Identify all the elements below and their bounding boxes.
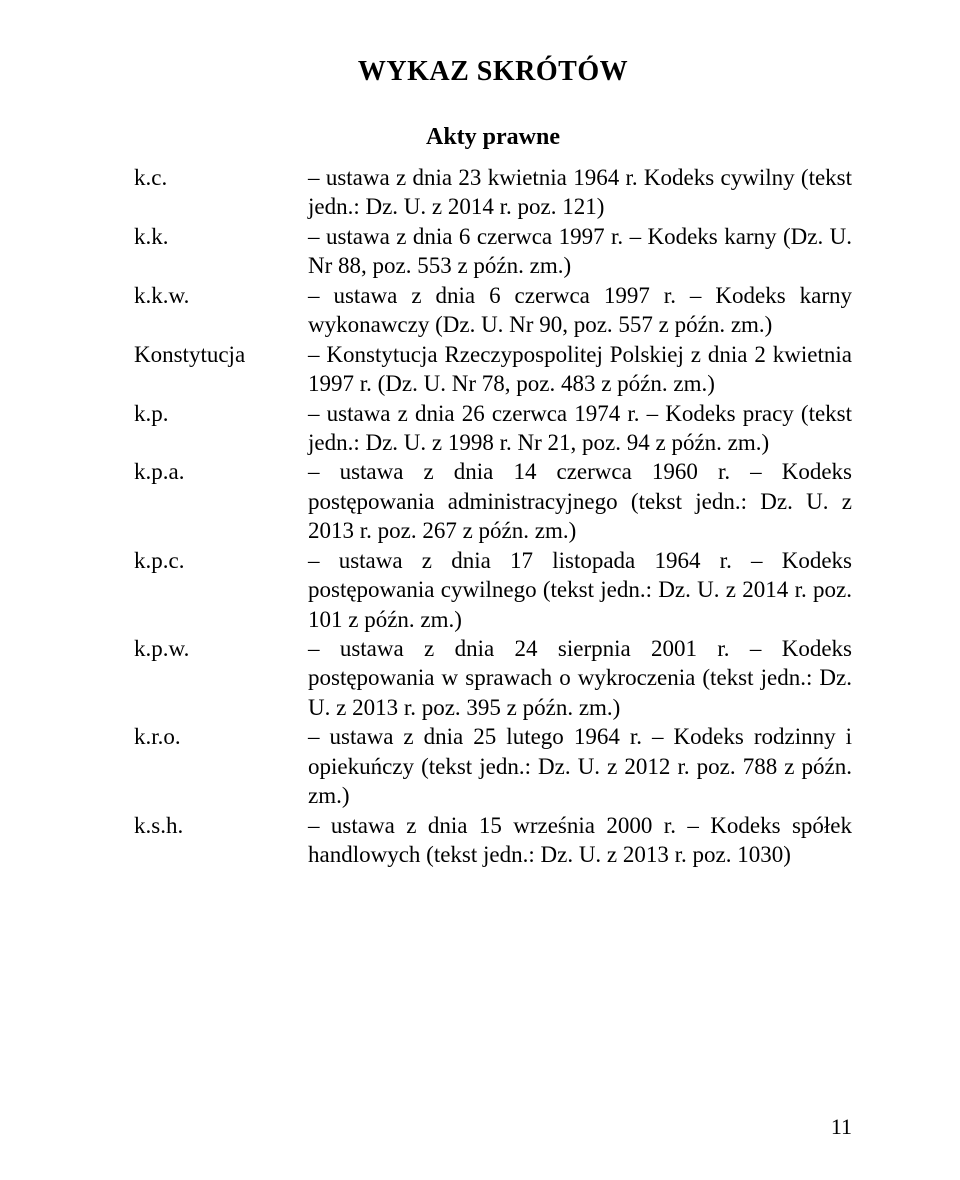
- abbr-definition: – ustawa z dnia 24 sierpnia 2001 r. – Ko…: [308, 634, 852, 722]
- abbr-definition: – ustawa z dnia 17 listopada 1964 r. – K…: [308, 546, 852, 634]
- abbr-definition: – ustawa z dnia 14 czerwca 1960 r. – Kod…: [308, 457, 852, 545]
- dash-icon: –: [308, 342, 326, 367]
- abbr-term: Konstytucja: [134, 340, 308, 369]
- definition-text: ustawa z dnia 15 września 2000 r. – Kode…: [308, 813, 852, 867]
- list-item: k.p.c. – ustawa z dnia 17 listopada 1964…: [134, 546, 852, 634]
- dash-icon: –: [308, 459, 340, 484]
- list-item: k.p.w. – ustawa z dnia 24 sierpnia 2001 …: [134, 634, 852, 722]
- dash-icon: –: [308, 548, 339, 573]
- abbr-term: k.p.w.: [134, 634, 308, 663]
- definition-text: ustawa z dnia 6 czerwca 1997 r. – Kodeks…: [308, 283, 852, 337]
- page-number: 11: [831, 1114, 852, 1140]
- section-subtitle: Akty prawne: [134, 124, 852, 151]
- definition-text: ustawa z dnia 26 czerwca 1974 r. – Kodek…: [308, 401, 852, 455]
- abbr-definition: – ustawa z dnia 25 lutego 1964 r. – Kode…: [308, 722, 852, 810]
- list-item: k.k.w. – ustawa z dnia 6 czerwca 1997 r.…: [134, 281, 852, 340]
- abbr-term: k.p.c.: [134, 546, 308, 575]
- list-item: k.c. – ustawa z dnia 23 kwietnia 1964 r.…: [134, 163, 852, 222]
- list-item: k.k. – ustawa z dnia 6 czerwca 1997 r. –…: [134, 222, 852, 281]
- definition-text: ustawa z dnia 24 sierpnia 2001 r. – Kode…: [308, 636, 852, 720]
- list-item: k.s.h. – ustawa z dnia 15 września 2000 …: [134, 811, 852, 870]
- page-title: WYKAZ SKRÓTÓW: [134, 56, 852, 88]
- list-item: k.p. – ustawa z dnia 26 czerwca 1974 r. …: [134, 399, 852, 458]
- dash-icon: –: [308, 224, 326, 249]
- abbr-definition: – ustawa z dnia 23 kwietnia 1964 r. Kode…: [308, 163, 852, 222]
- page: WYKAZ SKRÓTÓW Akty prawne k.c. – ustawa …: [0, 0, 960, 1180]
- dash-icon: –: [308, 401, 327, 426]
- abbr-term: k.k.w.: [134, 281, 308, 310]
- abbr-definition: – ustawa z dnia 6 czerwca 1997 r. – Kode…: [308, 222, 852, 281]
- dash-icon: –: [308, 636, 340, 661]
- list-item: k.r.o. – ustawa z dnia 25 lutego 1964 r.…: [134, 722, 852, 810]
- abbr-term: k.p.a.: [134, 457, 308, 486]
- definition-text: ustawa z dnia 14 czerwca 1960 r. – Kodek…: [308, 459, 852, 543]
- abbr-term: k.r.o.: [134, 722, 308, 751]
- abbr-term: k.s.h.: [134, 811, 308, 840]
- abbr-term: k.c.: [134, 163, 308, 192]
- list-item: k.p.a. – ustawa z dnia 14 czerwca 1960 r…: [134, 457, 852, 545]
- abbr-definition: – ustawa z dnia 6 czerwca 1997 r. – Kode…: [308, 281, 852, 340]
- definition-text: ustawa z dnia 23 kwietnia 1964 r. Kodeks…: [308, 165, 852, 219]
- definition-text: ustawa z dnia 6 czerwca 1997 r. – Kodeks…: [308, 224, 852, 278]
- dash-icon: –: [308, 724, 330, 749]
- abbr-term: k.p.: [134, 399, 308, 428]
- definition-text: ustawa z dnia 25 lutego 1964 r. – Kodeks…: [308, 724, 852, 808]
- dash-icon: –: [308, 813, 331, 838]
- abbr-term: k.k.: [134, 222, 308, 251]
- abbr-definition: – ustawa z dnia 15 września 2000 r. – Ko…: [308, 811, 852, 870]
- definition-text: Konstytucja Rzeczypospolitej Polskiej z …: [308, 342, 852, 396]
- dash-icon: –: [308, 165, 326, 190]
- list-item: Konstytucja – Konstytucja Rzeczypospolit…: [134, 340, 852, 399]
- definition-text: ustawa z dnia 17 listopada 1964 r. – Kod…: [308, 548, 852, 632]
- abbreviation-list: k.c. – ustawa z dnia 23 kwietnia 1964 r.…: [134, 163, 852, 870]
- abbr-definition: – Konstytucja Rzeczypospolitej Polskiej …: [308, 340, 852, 399]
- dash-icon: –: [308, 283, 333, 308]
- abbr-definition: – ustawa z dnia 26 czerwca 1974 r. – Kod…: [308, 399, 852, 458]
